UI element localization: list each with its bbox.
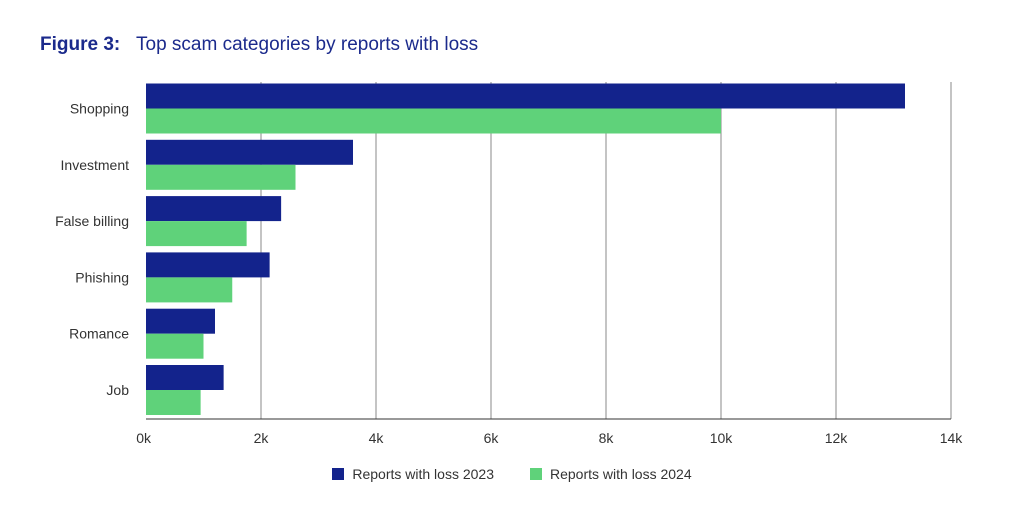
x-tick-label: 12k (825, 430, 849, 446)
category-label: Investment (61, 157, 130, 173)
bar-phishing-2023 (146, 252, 270, 278)
legend-label-2024: Reports with loss 2024 (550, 466, 692, 482)
chart-title-row: Figure 3: Top scam categories by reports… (40, 34, 478, 56)
category-label: Phishing (75, 269, 129, 285)
category-label: Romance (69, 326, 129, 342)
legend-label-2023: Reports with loss 2023 (352, 466, 494, 482)
legend: Reports with loss 2023 Reports with loss… (0, 466, 1024, 482)
figure-label: Figure 3: (40, 34, 121, 55)
x-tick-label: 0k (136, 430, 152, 446)
legend-swatch-2023 (332, 468, 345, 480)
x-tick-label: 6k (484, 430, 500, 446)
legend-swatch-2024 (530, 468, 542, 480)
bar-false-billing-2024 (146, 221, 247, 247)
grid-lines (260, 82, 952, 419)
legend-item-2023: Reports with loss 2023 (332, 466, 494, 482)
bar-shopping-2024 (146, 108, 721, 134)
bar-job-2023 (146, 365, 224, 390)
x-tick-label: 10k (710, 430, 734, 446)
x-tick-label: 14k (940, 430, 964, 446)
x-tick-labels: 0k 2k 4k 6k 8k 10k 12k 14k (136, 430, 963, 446)
category-labels: Shopping Investment False billing Phishing R… (55, 101, 129, 399)
x-tick-label: 4k (369, 430, 385, 446)
category-label: False billing (55, 213, 129, 229)
bar-investment-2023 (146, 139, 353, 165)
bar-shopping-2023 (146, 83, 905, 109)
chart-title: Top scam categories by reports with loss (136, 34, 479, 55)
x-tick-label: 8k (599, 430, 615, 446)
bar-investment-2024 (146, 164, 296, 190)
x-tick-label: 2k (254, 430, 270, 446)
bar-job-2024 (146, 390, 201, 415)
legend-item-2024: Reports with loss 2024 (530, 466, 692, 482)
bar-chart: Shopping Investment False billing Phishing R… (55, 82, 963, 446)
category-label: Shopping (70, 101, 129, 117)
bar-false-billing-2023 (146, 196, 282, 222)
bar-romance-2023 (146, 308, 215, 334)
bar-phishing-2024 (146, 277, 233, 303)
category-label: Job (106, 382, 129, 398)
bar-romance-2024 (146, 333, 204, 359)
bars (146, 83, 905, 415)
